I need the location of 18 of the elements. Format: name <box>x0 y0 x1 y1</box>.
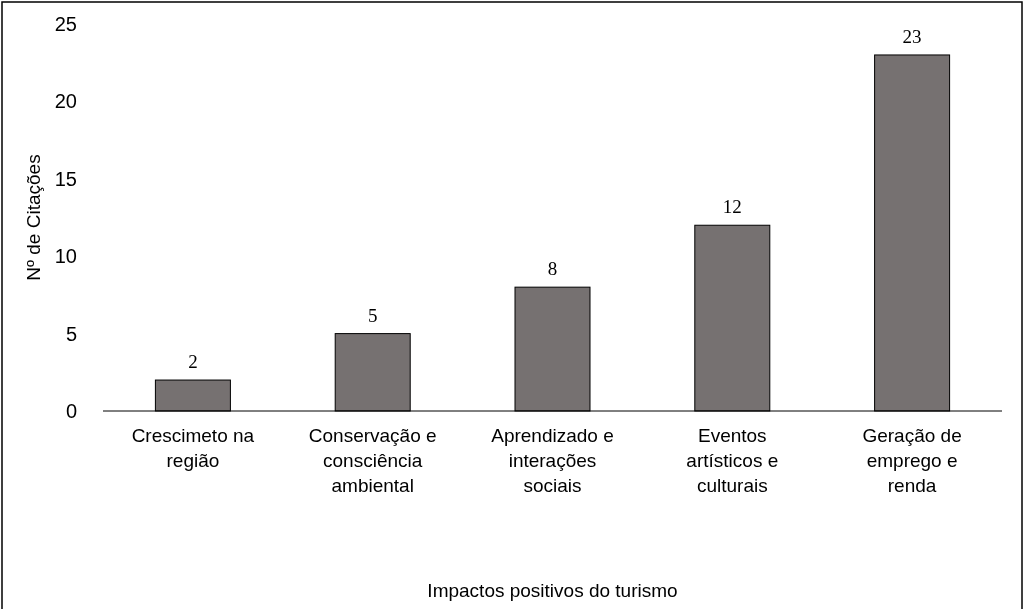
x-tick-label: Conservação e consciência ambiental <box>308 425 437 496</box>
x-tick-label: Geração de emprego e renda <box>862 425 962 496</box>
data-label: 2 <box>188 351 198 373</box>
data-label: 8 <box>547 258 558 280</box>
y-tick-label: 25 <box>54 13 77 35</box>
data-label: 23 <box>902 25 922 47</box>
data-label: 5 <box>367 304 378 326</box>
x-tick-label: Crescimeto na região <box>131 425 255 471</box>
y-tick-label: 15 <box>54 167 77 190</box>
x-tick-label: Aprendizado e interações sociais <box>491 425 614 496</box>
y-tick-label: 20 <box>54 90 77 113</box>
y-axis-title: Nº de Citações <box>23 154 44 281</box>
x-tick-label: Eventos artísticos e culturais <box>686 425 779 496</box>
data-label: 12 <box>722 196 742 218</box>
y-tick-label: 0 <box>65 400 77 422</box>
x-axis-title: Impactos positivos do turismo <box>427 580 678 601</box>
y-tick-label: 10 <box>54 245 77 268</box>
y-tick-label: 5 <box>65 322 77 345</box>
